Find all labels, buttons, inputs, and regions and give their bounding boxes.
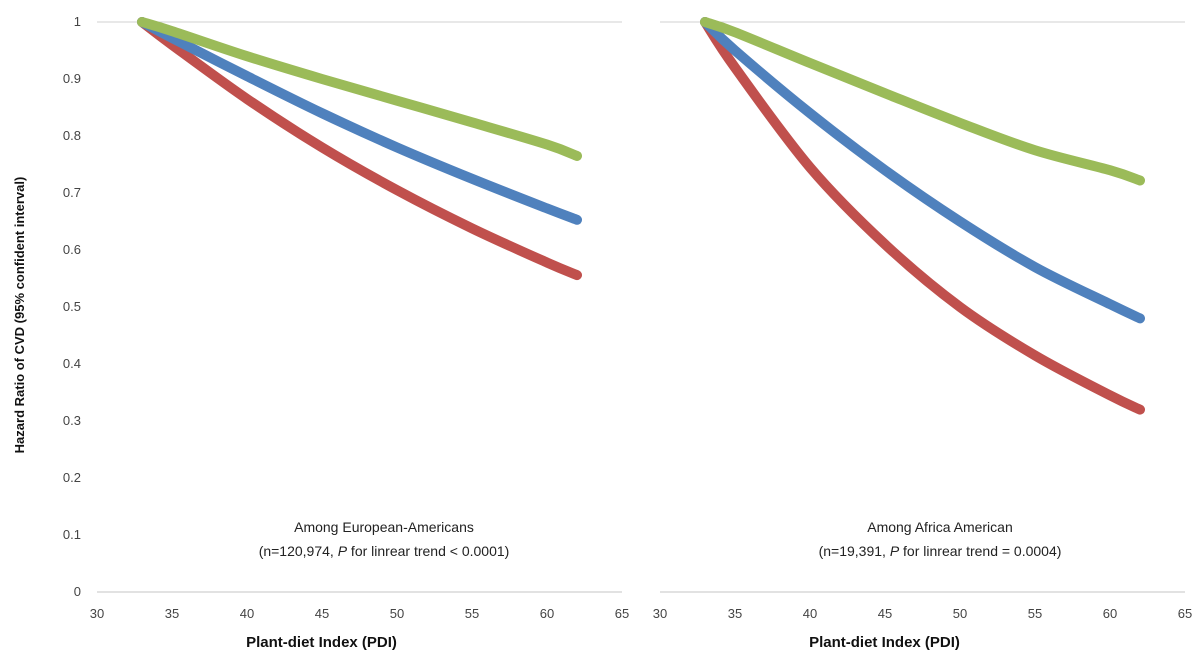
- annotation-prefix: (n=19,391,: [819, 543, 890, 559]
- series-line-3: [700, 17, 1145, 186]
- annotation-line-1: Among Africa American: [867, 519, 1013, 535]
- y-tick-label: 0.9: [63, 71, 81, 86]
- y-tick-label: 0.7: [63, 185, 81, 200]
- series-line-2: [700, 17, 1145, 324]
- series-line-1: [700, 17, 1145, 415]
- annotation-line-2: (n=19,391, P for linrear trend = 0.0004): [819, 543, 1062, 559]
- x-tick-label: 55: [465, 606, 479, 621]
- y-tick-label: 0.8: [63, 128, 81, 143]
- x-tick-label: 40: [240, 606, 254, 621]
- x-tick-label: 50: [953, 606, 967, 621]
- annotation-prefix: (n=120,974,: [259, 543, 338, 559]
- x-tick-label: 45: [315, 606, 329, 621]
- x-tick-label: 35: [728, 606, 742, 621]
- x-tick-label: 30: [90, 606, 104, 621]
- x-tick-label: 60: [540, 606, 554, 621]
- annotation-suffix: for linrear trend = 0.0004): [899, 543, 1061, 559]
- x-tick-label: 65: [1178, 606, 1192, 621]
- y-tick-label: 0.5: [63, 299, 81, 314]
- chart-panel-1: 30 35 40 45 50 55 60 65 0 0.1 0.2 0.3 0.4 0.5 0.6 0.7 0.…: [63, 14, 629, 651]
- x-axis-title: Plant-diet Index (PDI): [246, 634, 397, 651]
- series-line-2: [137, 17, 582, 225]
- annotation-p-symbol: P: [890, 543, 900, 559]
- x-tick-label: 65: [615, 606, 629, 621]
- y-tick-label: 0.1: [63, 527, 81, 542]
- annotation-line-1: Among European-Americans: [294, 519, 474, 535]
- x-tick-label: 55: [1028, 606, 1042, 621]
- x-tick-label: 30: [653, 606, 667, 621]
- y-tick-label: 0: [74, 584, 81, 599]
- y-tick-label: 0.3: [63, 413, 81, 428]
- annotation-p-symbol: P: [338, 543, 348, 559]
- annotation-suffix: for linrear trend < 0.0001): [347, 543, 509, 559]
- y-tick-label: 1: [74, 14, 81, 29]
- chart-panel-2: 30 35 40 45 50 55 60 65 Plant-diet Index (PDI) Am…: [653, 17, 1192, 651]
- annotation-line-2: (n=120,974, P for linrear trend < 0.0001…: [259, 543, 510, 559]
- y-tick-label: 0.4: [63, 356, 81, 371]
- y-tick-label: 0.2: [63, 470, 81, 485]
- x-tick-label: 40: [803, 606, 817, 621]
- x-tick-label: 35: [165, 606, 179, 621]
- series-line-1: [137, 17, 582, 281]
- y-tick-label: 0.6: [63, 242, 81, 257]
- x-tick-label: 45: [878, 606, 892, 621]
- x-tick-label: 60: [1103, 606, 1117, 621]
- series-line-3: [137, 17, 582, 161]
- x-axis-title: Plant-diet Index (PDI): [809, 634, 960, 651]
- y-axis-title: Hazard Ratio of CVD (95% confident inter…: [12, 177, 27, 454]
- x-tick-label: 50: [390, 606, 404, 621]
